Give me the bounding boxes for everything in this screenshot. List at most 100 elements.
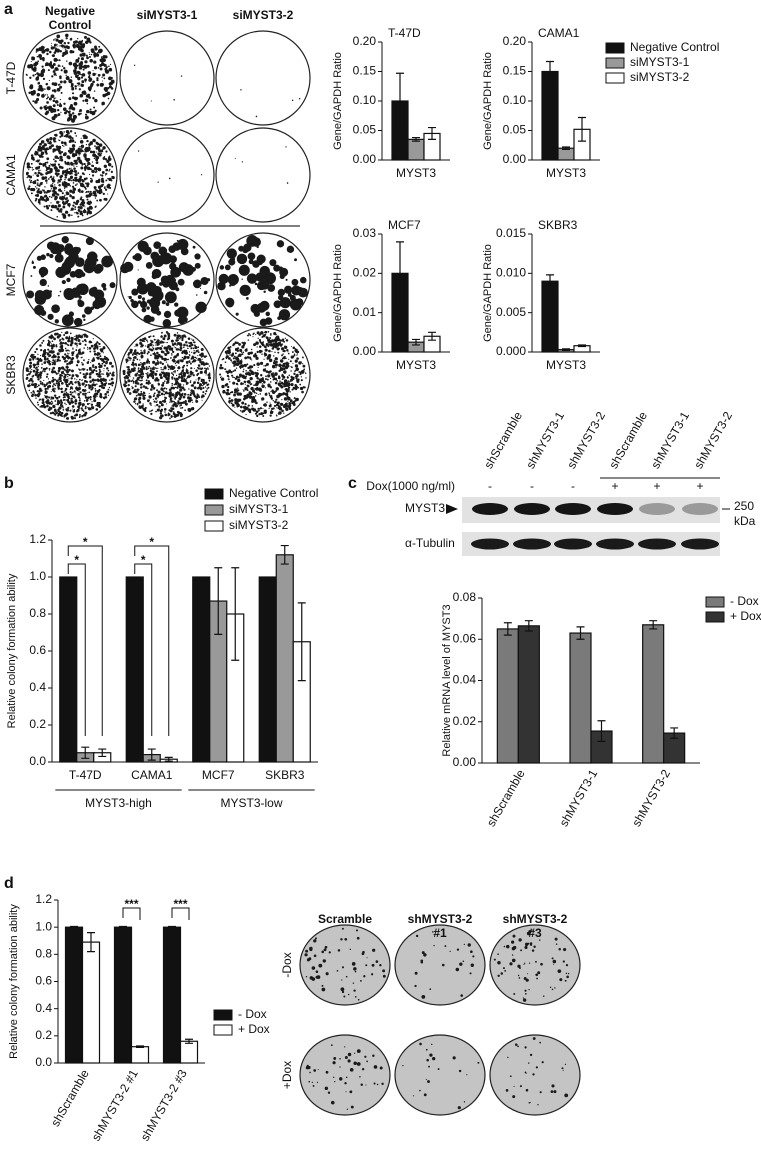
- colony: [318, 963, 323, 968]
- colony: [80, 357, 82, 359]
- colony: [80, 144, 85, 148]
- colony: [53, 46, 56, 49]
- colony: [173, 396, 175, 398]
- colony: [62, 409, 65, 411]
- colony: [61, 236, 69, 244]
- colony: [272, 361, 276, 365]
- colony: [59, 76, 62, 80]
- colony: [95, 408, 99, 411]
- colony: [193, 381, 196, 384]
- colony: [533, 945, 536, 948]
- colony: [518, 977, 521, 979]
- colony: [44, 390, 48, 394]
- colony: [74, 342, 77, 345]
- colony: [84, 306, 93, 315]
- colony: [102, 352, 105, 354]
- colony: [44, 149, 47, 152]
- colony: [524, 1046, 527, 1049]
- colony: [186, 356, 190, 359]
- colony: [273, 404, 277, 408]
- band-label: MYST3: [405, 501, 445, 515]
- y-tick-label: 0.00: [503, 152, 527, 166]
- colony: [273, 331, 277, 336]
- colony: [254, 383, 258, 387]
- colony: [64, 257, 75, 269]
- colony: [94, 389, 97, 392]
- colony: [77, 405, 81, 409]
- colony: [86, 37, 91, 42]
- colony: [75, 410, 79, 413]
- colony: [195, 369, 198, 372]
- colony: [71, 86, 74, 90]
- colony: [61, 144, 64, 147]
- colony: [48, 344, 51, 347]
- colony: [89, 108, 92, 111]
- colony: [135, 394, 138, 397]
- colony: [199, 360, 202, 364]
- colony: [81, 80, 85, 84]
- colony: [88, 375, 92, 379]
- bar: [64, 926, 84, 1064]
- colony: [566, 975, 569, 979]
- colony: [523, 963, 525, 965]
- colony: [82, 204, 85, 207]
- colony: [153, 394, 155, 397]
- plate: [489, 924, 581, 1006]
- significance-label: *: [74, 553, 79, 567]
- colony: [254, 371, 257, 374]
- colony: [493, 958, 496, 961]
- colony: [48, 369, 50, 371]
- colony: [67, 111, 70, 114]
- colony: [230, 399, 234, 402]
- colony: [29, 175, 33, 179]
- legend-swatch: [213, 1024, 233, 1036]
- colony: [78, 396, 80, 398]
- colony: [240, 382, 243, 386]
- colony: [62, 47, 64, 49]
- colony: [35, 370, 39, 374]
- colony: [221, 366, 224, 370]
- colony: [63, 42, 67, 45]
- colony: [269, 414, 272, 417]
- colony: [168, 177, 171, 180]
- bar: [541, 280, 559, 353]
- colony: [82, 99, 85, 102]
- colony: [108, 386, 111, 389]
- colony: [82, 134, 85, 137]
- colony: [359, 1076, 361, 1078]
- colony: [219, 373, 222, 376]
- colony: [497, 953, 499, 956]
- band: [472, 503, 508, 515]
- colony: [277, 383, 281, 386]
- colony: [66, 182, 68, 184]
- colony: [75, 97, 79, 100]
- bar: [179, 1040, 199, 1064]
- colony: [154, 405, 156, 407]
- colony: [166, 358, 168, 361]
- colony: [260, 331, 264, 335]
- colony: [265, 362, 269, 366]
- colony: [84, 405, 87, 408]
- colony: [253, 310, 261, 317]
- colony: [38, 169, 40, 172]
- colony: [311, 977, 316, 981]
- colony: [199, 387, 203, 390]
- plate: [394, 924, 486, 1006]
- error-bar: [578, 344, 586, 348]
- colony: [90, 403, 94, 406]
- colony: [35, 193, 40, 198]
- colony: [93, 352, 97, 356]
- colony: [279, 402, 284, 406]
- colony: [147, 289, 155, 297]
- colony: [52, 108, 57, 113]
- colony: [66, 343, 68, 346]
- colony: [71, 246, 80, 255]
- colony: [52, 383, 55, 386]
- colony: [189, 361, 191, 364]
- colony: [45, 94, 47, 96]
- y-tick-label: 0.20: [353, 34, 377, 48]
- colony: [70, 339, 74, 343]
- colony: [40, 146, 44, 150]
- colony: [61, 182, 65, 186]
- colony: [565, 963, 569, 967]
